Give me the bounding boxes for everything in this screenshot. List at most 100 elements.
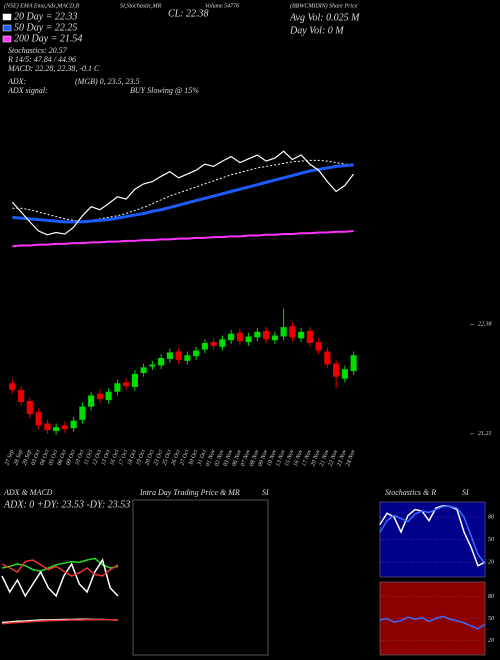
candle-body	[105, 391, 112, 401]
candle-body	[88, 395, 95, 407]
panel-title: ADX & MACD	[3, 488, 53, 497]
intraday-box	[132, 499, 269, 656]
x-tick-label: 06 Nov	[232, 449, 244, 467]
x-tick-label: 20 Nov	[310, 449, 322, 467]
candle-body	[254, 331, 261, 338]
candle-body	[306, 330, 313, 344]
candle-body	[228, 333, 235, 341]
x-tick-label: 01 Nov	[205, 449, 217, 467]
info-mid: SI,Stochastic,MR	[120, 3, 162, 9]
x-tick-label: 06 Oct	[57, 449, 68, 467]
x-tick-label: 03 Oct	[31, 449, 42, 467]
candle-body	[61, 425, 68, 430]
ma-line	[12, 163, 354, 224]
candle-body	[280, 327, 287, 337]
x-tick-label: 17 Oct	[118, 449, 129, 467]
x-tick-label: 19 Oct	[136, 449, 147, 467]
x-tick-label: 10 Oct	[74, 449, 85, 467]
candle-body	[96, 393, 103, 400]
candle-body	[193, 350, 200, 357]
adx: ADX:	[7, 77, 27, 86]
candle-body	[79, 406, 86, 420]
candle-body	[70, 420, 77, 429]
panel-subtitle: SI	[462, 488, 469, 497]
rsi: R 14/5: 47.84 / 44.96	[7, 55, 76, 64]
x-tick-label: 08 Nov	[249, 449, 261, 467]
close-label: CL: 22.38	[168, 8, 209, 19]
candle-body	[271, 335, 278, 341]
price-line	[11, 150, 355, 236]
candle-body	[35, 412, 42, 426]
y-tick-label: 80	[488, 514, 494, 520]
y-tick-label: 20	[488, 638, 494, 644]
indicator-line	[1, 557, 119, 572]
macd: MACD: 22.28, 22.38, -0.1 C	[7, 64, 100, 73]
candle-body	[140, 367, 147, 373]
legend-swatch	[2, 13, 12, 21]
indicator-line	[379, 505, 486, 564]
x-tick-label: 27 Oct	[179, 449, 190, 467]
x-tick-label: 23 Nov	[337, 449, 349, 467]
candle-body	[289, 326, 296, 338]
x-tick-label: 07 Nov	[240, 449, 252, 467]
y-tick-label: 80	[488, 594, 494, 600]
adx-signal: ADX signal:	[7, 86, 48, 95]
candle-body	[263, 330, 270, 340]
candle-body	[315, 342, 322, 351]
legend-swatch	[2, 24, 12, 32]
signal: BUY Slowing @ 15%	[130, 86, 199, 95]
x-tick-label: 10 Nov	[267, 449, 279, 467]
candle-body	[158, 358, 165, 366]
legend-label: 20 Day = 22.33	[14, 11, 77, 22]
x-tick-label: 20 Oct	[144, 449, 155, 467]
x-tick-label: 25 Oct	[162, 449, 173, 467]
x-tick-label: 23 Oct	[153, 449, 164, 467]
candle-body	[53, 427, 60, 431]
x-tick-label: 03 Nov	[223, 449, 235, 467]
indicator-line	[1, 558, 119, 598]
x-tick-label: 13 Nov	[275, 449, 287, 467]
legend-label: 200 Day = 21.54	[14, 33, 82, 44]
y-tick-label: 50	[488, 616, 494, 622]
candle-body	[324, 351, 331, 365]
y-tick-label: 22.38	[478, 322, 492, 328]
avg-vol: Avg Vol: 0.025 M	[289, 12, 360, 23]
panel-title: Stochastics & R	[385, 488, 436, 497]
candle-body	[26, 401, 33, 415]
ma-line	[12, 230, 354, 248]
x-tick-label: 27 Sep	[4, 449, 15, 466]
x-tick-label: 16 Nov	[293, 449, 305, 467]
candle-body	[166, 352, 173, 359]
volume: Volume 54776	[205, 2, 239, 9]
candle-body	[114, 383, 121, 392]
legend-swatch	[2, 35, 12, 43]
legend-label: 50 Day = 22.25	[14, 22, 77, 33]
candle-body	[201, 343, 208, 350]
x-tick-label: 28 Sep	[13, 449, 24, 466]
candle-body	[44, 423, 51, 431]
x-tick-label: 11 Oct	[83, 449, 94, 466]
candle-body	[333, 363, 340, 377]
candle-body	[175, 351, 182, 360]
candle-body	[131, 373, 138, 387]
candle-body	[9, 383, 16, 390]
panel-subtitle: SI	[262, 488, 269, 497]
y-tick-label: 50	[488, 537, 494, 543]
x-tick-label: 05 Oct	[48, 449, 59, 467]
candle-body	[123, 382, 130, 387]
candle-body	[149, 364, 156, 367]
x-tick-label: 09 Oct	[66, 449, 77, 467]
ma-line	[12, 159, 354, 222]
candle-body	[236, 332, 243, 342]
candle-body	[184, 355, 191, 361]
stochastics: Stochastics: 20.57	[8, 46, 68, 55]
candle-body	[350, 355, 357, 372]
x-tick-label: 21 Nov	[319, 449, 331, 467]
candle-body	[210, 342, 217, 346]
info-left: (NSE) EMA Ema,Adx,MACD,R	[4, 2, 80, 9]
x-tick-label: 13 Oct	[101, 449, 112, 467]
candle-body	[298, 331, 305, 339]
x-tick-label: 22 Nov	[328, 449, 340, 467]
x-tick-label: 31 Oct	[197, 449, 209, 467]
indicator-line	[1, 619, 118, 625]
